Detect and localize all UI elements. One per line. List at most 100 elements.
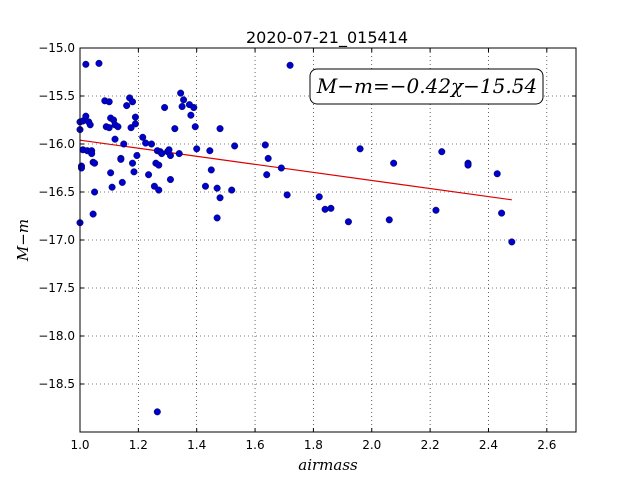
- annotation-frame: [309, 68, 544, 105]
- x-axis-label: airmass: [298, 456, 358, 474]
- data-point: [464, 161, 472, 169]
- data-point: [344, 218, 352, 226]
- data-point: [131, 113, 139, 121]
- chart-title: 2020-07-21_015414: [246, 28, 408, 48]
- data-point: [105, 124, 113, 132]
- data-point: [95, 59, 103, 67]
- data-point: [286, 61, 294, 69]
- data-point: [321, 205, 329, 213]
- data-point: [89, 210, 97, 218]
- data-point: [261, 141, 269, 149]
- data-point: [114, 123, 122, 131]
- data-point: [231, 142, 239, 150]
- data-point: [166, 152, 174, 160]
- y-tick-label: −15.5: [38, 89, 75, 103]
- data-point: [264, 154, 272, 162]
- data-point: [88, 150, 96, 158]
- data-point: [315, 193, 323, 201]
- data-point: [190, 104, 198, 112]
- data-point: [142, 139, 150, 147]
- data-point: [390, 159, 398, 167]
- data-point: [111, 135, 119, 143]
- x-tick-label: 2.6: [537, 438, 556, 452]
- x-tick-label: 1.2: [129, 438, 148, 452]
- y-tick-label: −16.5: [38, 185, 75, 199]
- data-point: [213, 214, 221, 222]
- data-point: [147, 140, 155, 148]
- data-point: [207, 166, 215, 174]
- data-point: [277, 164, 285, 172]
- data-point: [161, 104, 169, 112]
- data-point: [166, 176, 174, 184]
- data-point: [228, 186, 236, 194]
- data-point: [107, 169, 115, 177]
- data-point: [153, 408, 161, 416]
- data-point: [129, 159, 137, 167]
- data-point: [82, 112, 90, 120]
- data-point: [165, 146, 173, 154]
- data-point: [91, 188, 99, 196]
- fit-line: [79, 139, 512, 201]
- data-point: [171, 125, 179, 133]
- data-point: [91, 159, 99, 167]
- x-tick-label: 1.6: [246, 438, 265, 452]
- y-tick-label: −16.0: [38, 137, 75, 151]
- data-point: [120, 140, 128, 148]
- data-point: [155, 161, 163, 169]
- data-point: [133, 152, 141, 160]
- x-tick-label: 1.0: [70, 438, 89, 452]
- data-point: [432, 206, 440, 214]
- data-point: [82, 60, 90, 68]
- y-tick-label: −17.5: [38, 281, 75, 295]
- data-point: [206, 147, 214, 155]
- data-point: [86, 121, 94, 129]
- y-tick-label: −15.0: [38, 41, 75, 55]
- x-tick-label: 1.4: [187, 438, 206, 452]
- data-point: [356, 145, 364, 153]
- y-tick-label: −18.5: [38, 377, 75, 391]
- data-point: [130, 168, 138, 176]
- x-tick-label: 2.2: [421, 438, 440, 452]
- axis-ticks: 1.0 1.2 1.4 1.6 1.8 2.0 2.2 2.4 2.6 −15.0 −15.5 −16…: [38, 41, 576, 452]
- x-tick-label: 2.0: [362, 438, 381, 452]
- data-point: [216, 194, 224, 202]
- data-point: [193, 145, 201, 153]
- data-point: [117, 155, 125, 163]
- data-point: [177, 89, 185, 97]
- data-point: [216, 125, 224, 133]
- data-point: [263, 171, 271, 179]
- x-tick-label: 1.8: [304, 438, 323, 452]
- data-point: [108, 183, 116, 191]
- fit-line-group: [79, 139, 512, 201]
- annotation-text: M−m=−0.42χ−15.54: [316, 74, 537, 98]
- y-tick-label: −17.0: [38, 233, 75, 247]
- data-point: [118, 178, 126, 186]
- data-point: [438, 148, 446, 156]
- annotation-box: M−m=−0.42χ−15.54: [309, 68, 544, 105]
- data-point: [327, 204, 335, 212]
- data-point: [201, 182, 209, 190]
- data-point: [493, 170, 501, 178]
- y-tick-label: −18.0: [38, 329, 75, 343]
- data-point: [191, 123, 199, 131]
- data-point: [385, 216, 393, 224]
- data-point: [123, 102, 131, 110]
- data-point: [508, 238, 516, 246]
- data-point: [145, 171, 153, 179]
- data-point: [213, 184, 221, 192]
- data-point: [105, 98, 113, 106]
- data-point: [175, 150, 183, 158]
- x-tick-label: 2.4: [479, 438, 498, 452]
- data-point: [498, 209, 506, 217]
- y-axis-label: M−m: [14, 219, 32, 262]
- data-points: [76, 59, 516, 416]
- data-point: [180, 96, 188, 104]
- data-point: [129, 98, 137, 106]
- data-point: [187, 111, 195, 119]
- data-point: [139, 133, 147, 141]
- data-point: [158, 150, 166, 158]
- data-point: [155, 186, 163, 194]
- data-point: [283, 191, 291, 199]
- data-point: [131, 120, 139, 128]
